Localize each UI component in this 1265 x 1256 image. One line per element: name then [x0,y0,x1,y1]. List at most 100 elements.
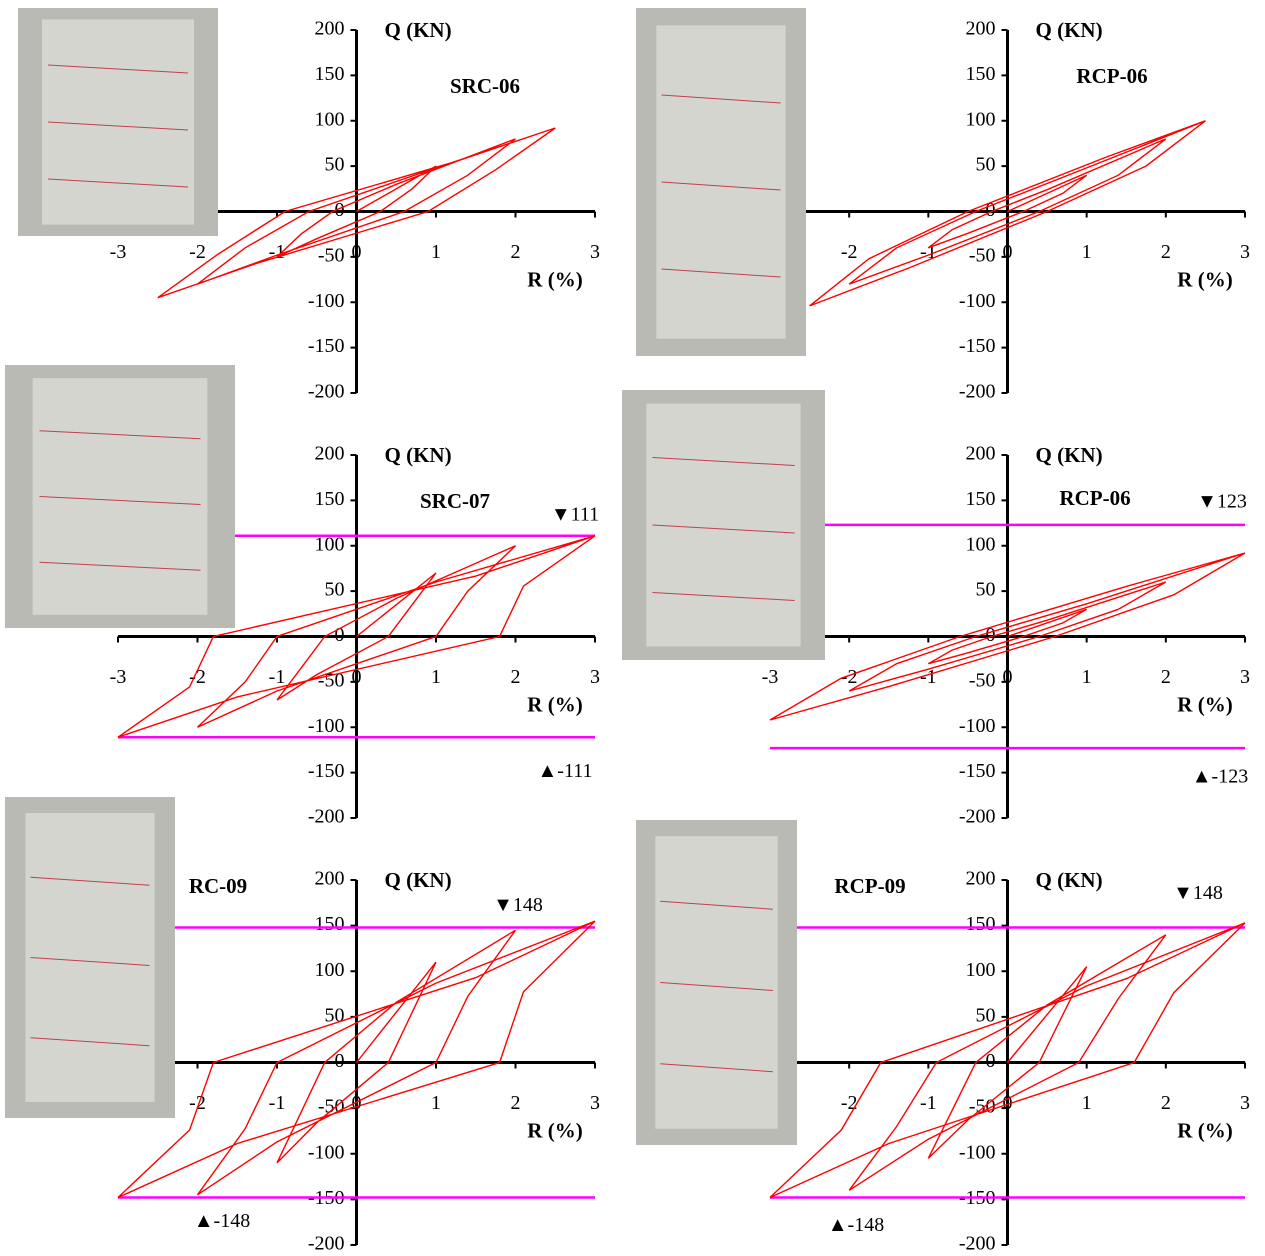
x-tick-label: -3 [110,241,127,263]
x-tick-label: 0 [1003,241,1013,263]
y-tick-label: -200 [308,806,345,828]
x-tick-label: -1 [920,1092,937,1114]
y-tick-label: 100 [966,533,996,555]
y-tick-label: -200 [959,381,996,403]
x-tick-label: 0 [352,1092,362,1114]
y-tick-label: 50 [325,154,345,176]
y-tick-label: -50 [318,244,345,266]
x-axis-label: R (%) [1177,267,1232,291]
y-tick-label: 50 [976,154,996,176]
y-tick-label: 100 [315,108,345,130]
x-tick-label: -2 [841,1092,858,1114]
photo-specimen [33,378,208,615]
x-tick-label: 3 [1240,666,1250,688]
x-tick-label: 3 [590,241,600,263]
photo-specimen [646,404,800,647]
y-tick-label: 200 [966,868,996,890]
y-tick-label: 100 [966,959,996,981]
y-tick-label: 150 [966,63,996,85]
reference-label: ▼111 [551,503,599,525]
y-axis-label: Q (KN) [1036,868,1103,892]
x-tick-label: 3 [590,1092,600,1114]
photo-specimen [42,19,194,224]
y-tick-label: -200 [308,381,345,403]
y-tick-label: 150 [315,913,345,935]
y-axis-label: Q (KN) [385,868,452,892]
x-tick-label: -3 [762,666,779,688]
photo [5,365,235,628]
x-tick-label: 1 [431,666,441,688]
y-tick-label: 200 [315,18,345,40]
photo [622,390,825,660]
y-tick-label: 150 [966,488,996,510]
x-axis-label: R (%) [1177,1118,1232,1142]
x-tick-label: 2 [511,241,521,263]
x-tick-label: -2 [841,241,858,263]
y-tick-label: -100 [308,1141,345,1163]
chart-title: SRC-07 [420,489,490,513]
x-tick-label: 0 [352,241,362,263]
x-tick-label: 3 [590,666,600,688]
photo [636,820,797,1145]
y-tick-label: -150 [308,760,345,782]
x-tick-label: 3 [1240,241,1250,263]
y-tick-label: 50 [976,579,996,601]
chart-title: RCP-06 [1059,486,1130,510]
reference-label: ▼123 [1197,490,1247,512]
figure: -200-150-100-50050100150200-3-2-10123SRC… [0,0,1265,1256]
y-tick-label: -100 [959,715,996,737]
photo-specimen [655,836,777,1129]
x-tick-label: 1 [431,1092,441,1114]
y-axis-label: Q (KN) [1036,443,1103,467]
reference-label: ▼148 [1173,882,1223,904]
y-tick-label: 150 [315,63,345,85]
y-tick-label: 200 [315,443,345,465]
photo [5,797,175,1118]
chart-title: RC-09 [189,874,247,898]
reference-label: ▲-148 [194,1210,250,1232]
y-tick-label: 200 [315,868,345,890]
x-axis-label: R (%) [527,692,582,716]
y-tick-label: -150 [959,760,996,782]
x-tick-label: 1 [431,241,441,263]
x-tick-label: 1 [1082,1092,1092,1114]
y-tick-label: -100 [308,290,345,312]
x-axis-label: R (%) [527,1118,582,1142]
y-tick-label: 150 [966,913,996,935]
x-tick-label: -1 [269,1092,286,1114]
y-tick-label: 50 [976,1004,996,1026]
y-tick-label: -100 [959,1141,996,1163]
y-tick-label: 100 [315,959,345,981]
x-tick-label: 1 [1082,241,1092,263]
x-tick-label: 2 [511,1092,521,1114]
y-tick-label: 50 [325,579,345,601]
y-tick-label: -100 [959,290,996,312]
y-tick-label: -200 [959,806,996,828]
y-tick-label: -100 [308,715,345,737]
y-tick-label: -200 [308,1233,345,1255]
photo [18,8,218,236]
y-tick-label: -50 [969,669,996,691]
x-tick-label: 1 [1082,666,1092,688]
y-tick-label: -50 [969,244,996,266]
y-axis-label: Q (KN) [385,18,452,42]
x-tick-label: 2 [1161,1092,1171,1114]
photo-specimen [656,25,785,338]
x-tick-label: -2 [189,1092,206,1114]
y-tick-label: -150 [308,335,345,357]
photo [636,8,806,356]
chart-title: SRC-06 [450,74,520,98]
y-tick-label: 200 [966,18,996,40]
x-tick-label: -2 [189,241,206,263]
y-tick-label: 150 [315,488,345,510]
reference-label: ▲-111 [538,760,593,782]
chart-title: RCP-09 [834,874,905,898]
y-tick-label: 100 [966,108,996,130]
x-axis-label: R (%) [527,267,582,291]
y-axis-label: Q (KN) [385,443,452,467]
x-tick-label: 2 [511,666,521,688]
y-tick-label: -200 [959,1233,996,1255]
x-tick-label: 3 [1240,1092,1250,1114]
x-tick-label: 0 [1003,666,1013,688]
reference-label: ▼148 [493,894,543,916]
